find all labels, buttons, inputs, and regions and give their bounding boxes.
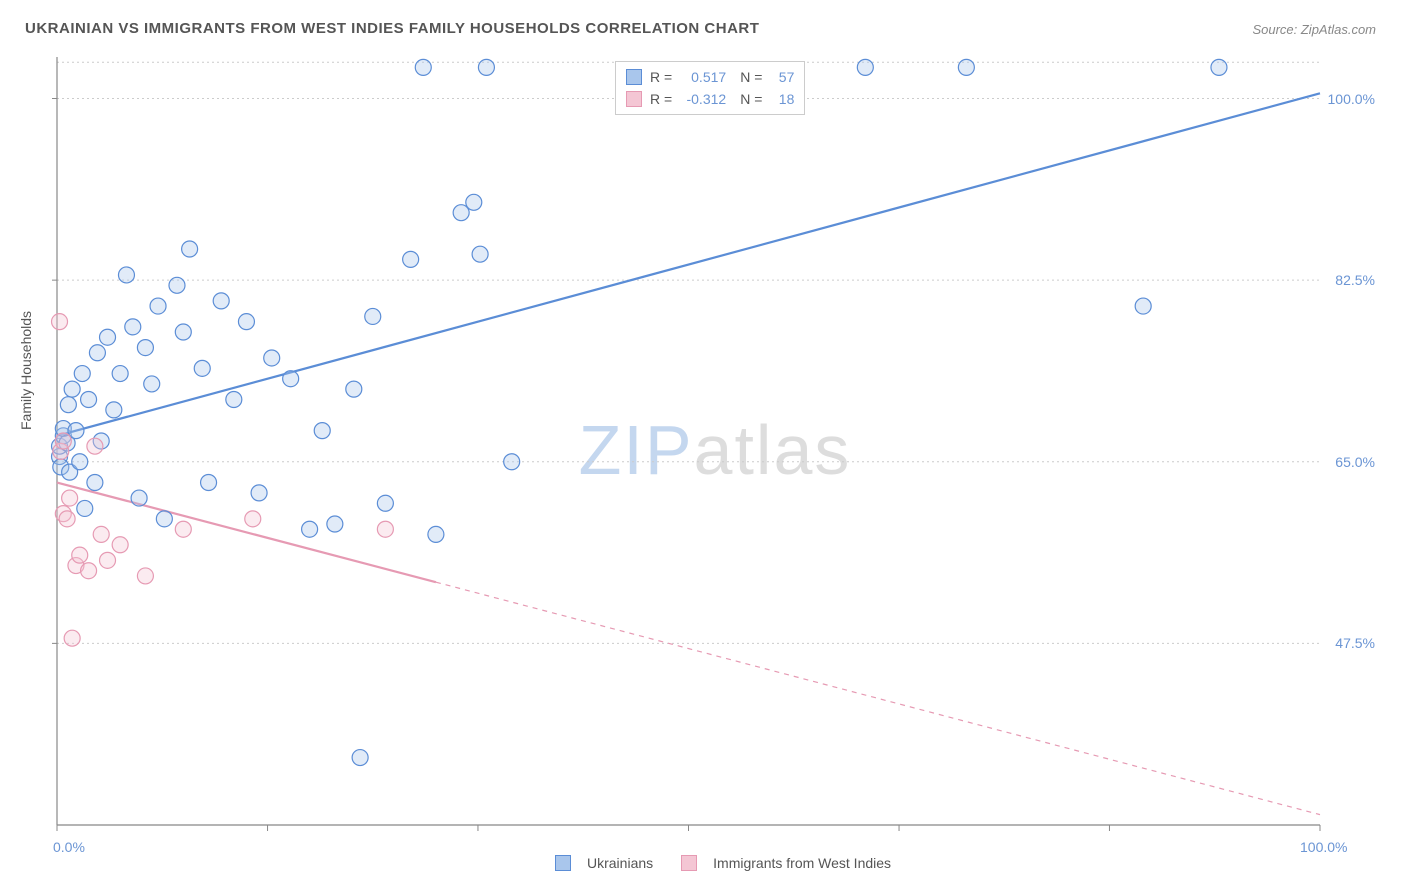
legend-n-label: N = — [740, 91, 762, 107]
legend-swatch-ukrainians — [626, 69, 642, 85]
chart-container: ZIPatlas R = 0.517N = 57R = -0.312N = 18… — [55, 55, 1375, 845]
legend-n-value: 18 — [766, 91, 794, 107]
y-tick-label: 82.5% — [1335, 272, 1375, 288]
legend-n-label: N = — [740, 69, 762, 85]
legend-swatch-west-indies — [626, 91, 642, 107]
legend-bottom-label-ukrainians: Ukrainians — [587, 855, 653, 871]
correlation-legend: R = 0.517 N = 57 R = -0.312 N = 18 — [615, 61, 805, 115]
legend-bottom-swatch-ukrainians — [555, 855, 571, 871]
legend-r-value: 0.517 — [676, 69, 726, 85]
x-tick-label: 100.0% — [1300, 839, 1347, 855]
legend-bottom-swatch-west-indies — [681, 855, 697, 871]
legend-r-value: -0.312 — [676, 91, 726, 107]
y-tick-label: 100.0% — [1328, 91, 1375, 107]
y-axis-label: Family Households — [18, 311, 34, 430]
legend-bottom-label-west-indies: Immigrants from West Indies — [713, 855, 891, 871]
series-legend: Ukrainians Immigrants from West Indies — [555, 855, 911, 871]
chart-title: UKRAINIAN VS IMMIGRANTS FROM WEST INDIES… — [25, 20, 759, 37]
y-tick-label: 65.0% — [1335, 454, 1375, 470]
legend-row-west-indies: R = -0.312 N = 18 — [626, 88, 794, 110]
legend-row-ukrainians: R = 0.517 N = 57 — [626, 66, 794, 88]
legend-r-label: R = — [650, 69, 672, 85]
x-tick-label: 0.0% — [53, 839, 85, 855]
source-attribution: Source: ZipAtlas.com — [1252, 22, 1376, 37]
scatter-plot — [55, 55, 1375, 845]
y-tick-label: 47.5% — [1335, 635, 1375, 651]
legend-n-value: 57 — [766, 69, 794, 85]
legend-r-label: R = — [650, 91, 672, 107]
